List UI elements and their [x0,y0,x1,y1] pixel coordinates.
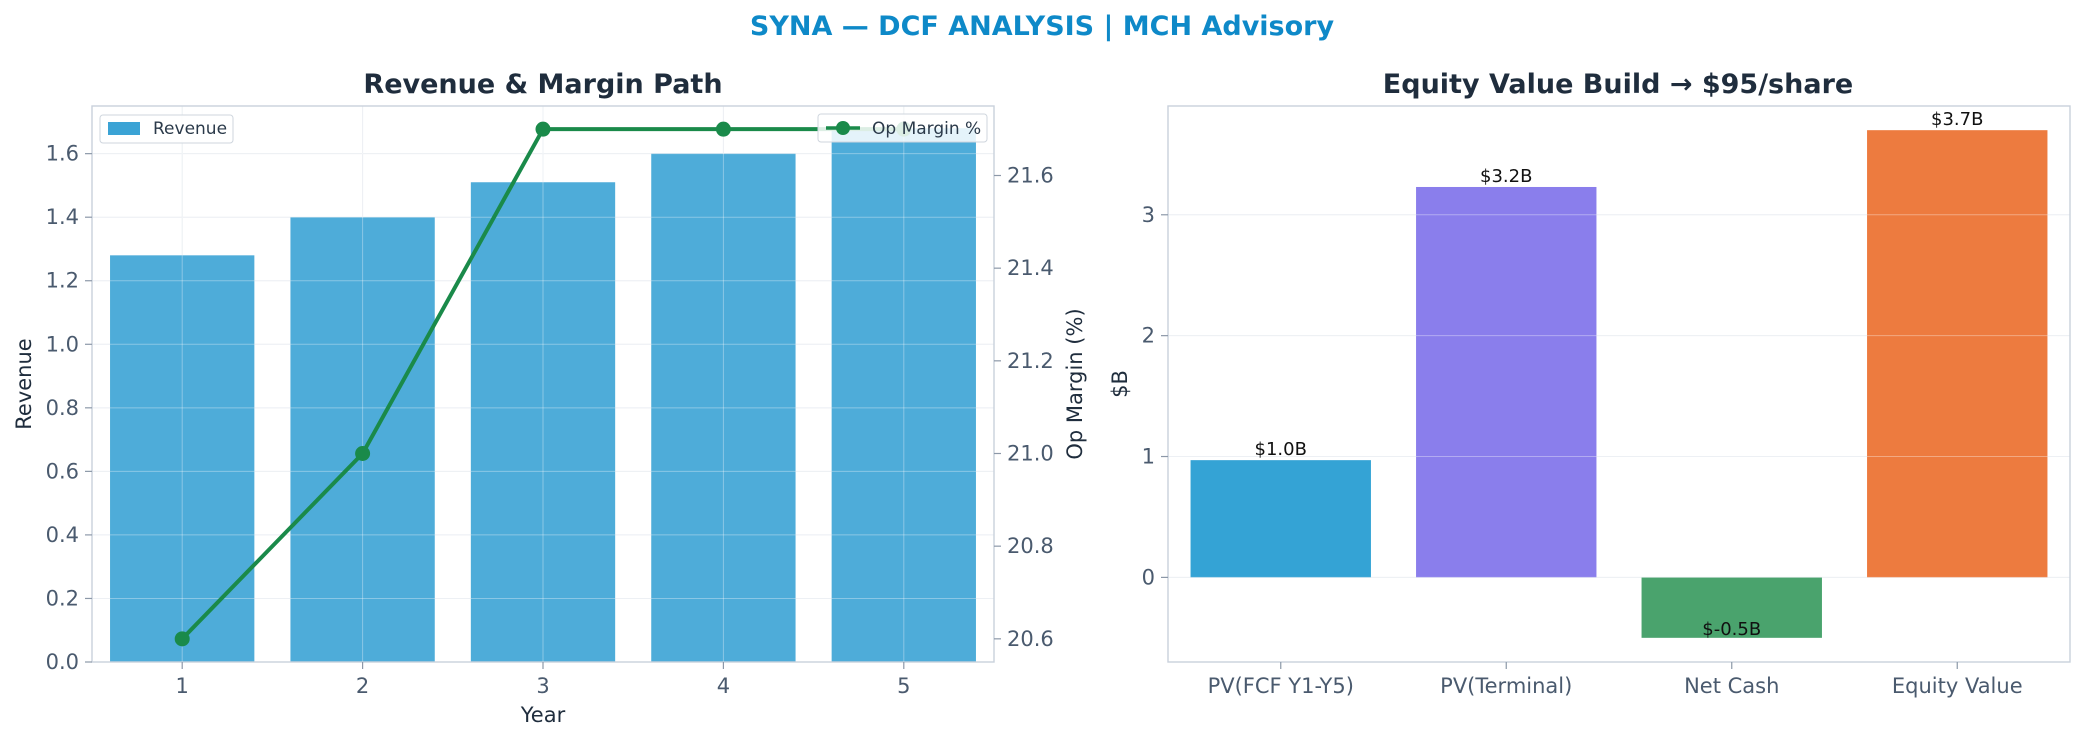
chart1-y2tick-label: 21.0 [1007,442,1054,466]
chart1-legend-right: Op Margin % [817,113,988,143]
chart2-xtick-label: Equity Value [1892,674,2023,698]
equity-build-bar [1190,460,1371,578]
chart1-ytick-label: 0.0 [46,650,79,674]
equity-value-build-chart: Equity Value Build → $95/share $1.0B $3.2… [1108,69,2071,698]
margin-point [715,121,731,137]
chart1-xtick-label: 4 [717,674,730,698]
revenue-bar [651,153,796,662]
equity-build-bar [1867,130,2048,578]
chart1-y2-axis-label: Op Margin (%) [1063,308,1087,459]
chart1-ytick-label: 1.4 [46,205,79,229]
chart1-ytick-label: 1.0 [46,332,79,356]
margin-point [174,631,190,647]
chart1-xtick-label: 3 [536,674,549,698]
chart2-xtick-label: PV(FCF Y1-Y5) [1208,674,1354,698]
chart1-y-ticks: 0.0 0.2 0.4 0.6 0.8 1.0 1.2 1.4 1.6 [46,142,92,674]
chart1-revenue-bars [110,128,976,663]
chart1-ytick-label: 0.6 [46,459,79,483]
chart2-ytick-label: 2 [1142,324,1155,348]
chart2-ytick-label: 0 [1142,565,1155,589]
chart1-y2tick-label: 21.2 [1007,349,1054,373]
chart2-frame [1167,105,2071,663]
chart1-ytick-label: 0.2 [46,586,79,610]
equity-build-bar-label: $3.7B [1931,109,1983,130]
chart1-xtick-label: 1 [176,674,189,698]
chart2-x-ticks: PV(FCF Y1-Y5) PV(Terminal) Net Cash Equity … [1208,662,2023,698]
equity-build-bar [1416,186,1597,578]
chart2-y-axis-label: $B [1108,370,1132,398]
margin-point [355,446,371,461]
legend-revenue-swatch [108,122,140,135]
revenue-bar [470,182,616,662]
equity-build-bar-label: $1.0B [1255,439,1307,460]
chart2-ytick-label: 3 [1142,203,1155,227]
chart1-y2tick-label: 20.6 [1007,627,1054,651]
chart1-title: Revenue & Margin Path [363,69,722,100]
equity-build-bar-label: $3.2B [1480,166,1532,187]
chart2-data-labels: $1.0B $3.2B $-0.5B $3.7B [1255,109,1984,640]
chart2-y-ticks: 0 1 2 3 [1142,203,1168,589]
chart1-y2tick-label: 21.6 [1007,164,1054,188]
legend-margin-marker [836,121,850,135]
chart2-bars [1190,130,2048,638]
chart2-grid-overlay [1168,214,2070,578]
chart1-ytick-label: 1.2 [46,269,79,293]
chart1-x-ticks: 1 2 3 4 5 [176,662,910,698]
chart1-xtick-label: 2 [356,674,369,698]
figure-title: SYNA — DCF ANALYSIS | MCH Advisory [750,11,1335,42]
chart2-ytick-label: 1 [1142,445,1155,469]
chart1-y2tick-label: 20.8 [1007,534,1054,558]
revenue-bar [290,217,435,662]
chart2-xtick-label: PV(Terminal) [1440,674,1572,698]
chart1-y-axis-label: Revenue [12,338,36,429]
equity-build-bar [1641,577,1822,638]
legend-revenue-label: Revenue [153,119,227,139]
chart2-xtick-label: Net Cash [1684,674,1779,698]
legend-margin-label: Op Margin % [872,119,981,139]
equity-build-bar-label: $-0.5B [1702,619,1761,640]
chart1-legend-left: Revenue [99,114,234,144]
chart1-y2tick-label: 21.4 [1007,256,1054,280]
chart1-margin-line [174,121,912,647]
chart1-ytick-label: 1.6 [46,142,79,166]
chart1-ytick-label: 0.4 [46,523,79,547]
chart1-x-axis-label: Year [520,703,566,727]
revenue-margin-chart: Revenue & Margin Path 0.0 0.2 0.4 0.6 0.8 1.0… [12,69,1087,727]
revenue-bar [110,255,255,662]
revenue-bar [831,128,976,663]
chart1-ytick-label: 0.8 [46,396,79,420]
chart1-xtick-label: 5 [897,674,910,698]
chart1-y2-ticks: 20.6 20.8 21.0 21.2 21.4 21.6 [994,164,1054,651]
margin-point [535,121,551,137]
chart2-title: Equity Value Build → $95/share [1383,69,1853,100]
